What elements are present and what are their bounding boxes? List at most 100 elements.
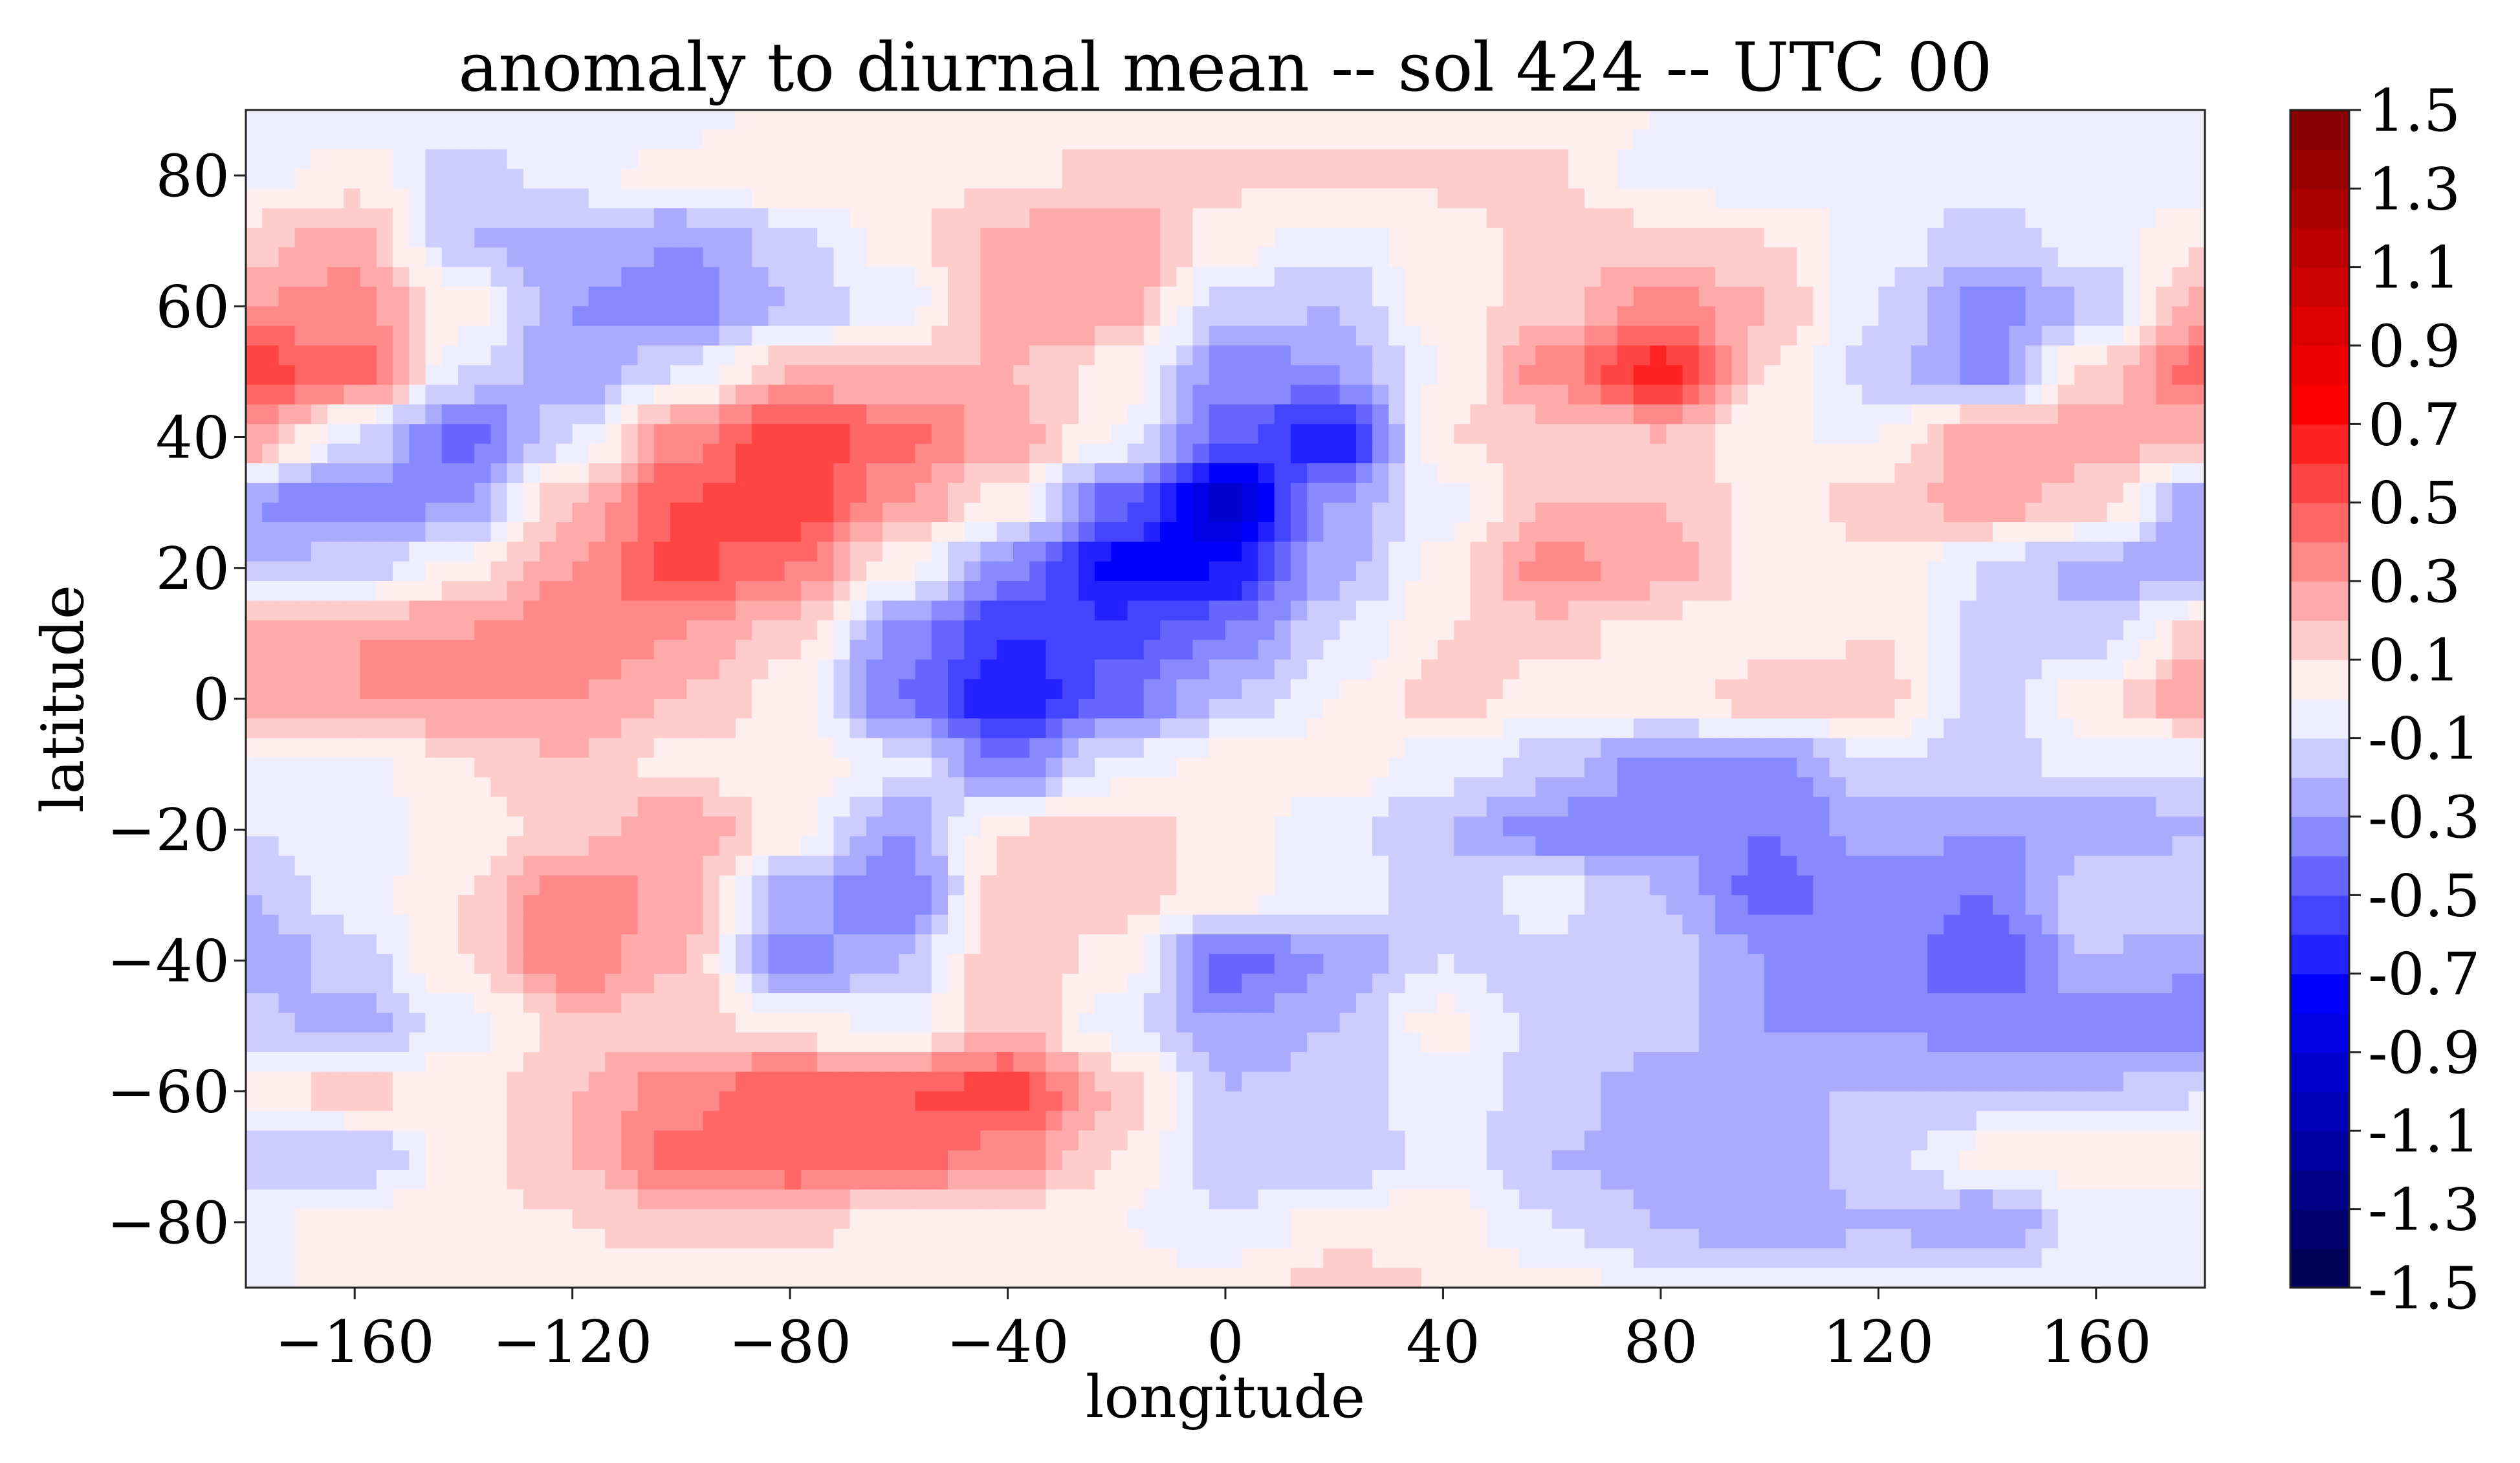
contour-cell bbox=[1111, 758, 1128, 778]
contour-cell bbox=[1911, 620, 1928, 641]
contour-cell bbox=[1764, 561, 1781, 582]
contour-cell bbox=[1503, 620, 1520, 641]
contour-cell bbox=[866, 169, 883, 190]
contour-cell bbox=[2107, 777, 2124, 798]
contour-cell bbox=[425, 188, 443, 209]
contour-cell bbox=[882, 443, 900, 464]
contour-cell bbox=[344, 169, 361, 190]
contour-cell bbox=[2009, 895, 2026, 916]
contour-cell bbox=[948, 110, 965, 131]
contour-cell bbox=[736, 463, 752, 484]
contour-cell bbox=[344, 306, 361, 327]
contour-cell bbox=[1797, 620, 1814, 641]
contour-cell bbox=[2107, 267, 2124, 287]
contour-cell bbox=[2123, 267, 2140, 287]
contour-cell bbox=[490, 679, 508, 699]
contour-cell bbox=[1421, 169, 1438, 190]
contour-cell bbox=[2090, 502, 2108, 523]
contour-cell bbox=[653, 561, 671, 582]
contour-cell bbox=[817, 463, 835, 484]
contour-cell bbox=[490, 306, 508, 327]
contour-cell bbox=[311, 365, 328, 386]
contour-cell bbox=[833, 463, 851, 484]
contour-cell bbox=[1666, 718, 1683, 739]
contour-cell bbox=[1421, 914, 1438, 935]
contour-cell bbox=[311, 542, 328, 562]
contour-cell bbox=[311, 306, 328, 327]
contour-cell bbox=[1046, 561, 1063, 582]
contour-cell bbox=[278, 895, 296, 916]
contour-cell bbox=[1160, 914, 1178, 935]
contour-cell bbox=[1601, 149, 1618, 170]
contour-cell bbox=[1438, 188, 1454, 209]
contour-cell bbox=[686, 502, 704, 523]
contour-cell bbox=[1160, 287, 1178, 307]
contour-cell bbox=[507, 424, 524, 445]
contour-cell bbox=[1046, 149, 1063, 170]
contour-cell bbox=[915, 836, 932, 857]
contour-cell bbox=[686, 797, 704, 817]
contour-cell bbox=[344, 640, 361, 661]
contour-cell bbox=[1078, 287, 1095, 307]
contour-cell bbox=[784, 267, 802, 287]
contour-cell bbox=[425, 679, 443, 699]
contour-cell bbox=[1405, 855, 1422, 876]
contour-cell bbox=[540, 306, 557, 327]
contour-cell bbox=[1960, 738, 1977, 758]
contour-cell bbox=[686, 679, 704, 699]
contour-cell bbox=[637, 502, 655, 523]
contour-cell bbox=[1062, 659, 1079, 680]
contour-cell bbox=[980, 483, 998, 503]
contour-cell bbox=[1911, 129, 1928, 150]
contour-cell bbox=[1160, 424, 1178, 445]
contour-cell bbox=[980, 679, 998, 699]
contour-cell bbox=[556, 424, 573, 445]
contour-cell bbox=[1258, 542, 1275, 562]
contour-cell bbox=[1225, 659, 1242, 680]
contour-cell bbox=[686, 463, 704, 484]
contour-cell bbox=[474, 188, 492, 209]
contour-cell bbox=[246, 797, 263, 817]
contour-cell bbox=[1355, 287, 1373, 307]
contour-cell bbox=[964, 325, 981, 346]
contour-cell bbox=[1405, 542, 1422, 562]
contour-cell bbox=[294, 443, 312, 464]
contour-cell bbox=[1944, 424, 1961, 445]
contour-cell bbox=[294, 914, 312, 935]
contour-cell bbox=[311, 129, 328, 150]
contour-cell bbox=[637, 640, 655, 661]
contour-cell bbox=[1993, 129, 2010, 150]
contour-cell bbox=[1355, 895, 1373, 916]
contour-cell bbox=[1976, 129, 1993, 150]
contour-cell bbox=[1976, 443, 1993, 464]
contour-cell bbox=[1845, 758, 1863, 778]
contour-cell bbox=[1601, 855, 1618, 876]
contour-cell bbox=[1862, 424, 1879, 445]
contour-cell bbox=[719, 443, 736, 464]
contour-cell bbox=[1503, 797, 1520, 817]
contour-cell bbox=[849, 110, 867, 131]
contour-cell bbox=[686, 149, 704, 170]
contour-cell bbox=[1388, 169, 1406, 190]
contour-cell bbox=[1095, 110, 1112, 131]
contour-cell bbox=[588, 561, 606, 582]
contour-cell bbox=[1095, 228, 1112, 248]
contour-cell bbox=[1797, 836, 1814, 857]
contour-cell bbox=[1192, 600, 1210, 621]
contour-cell bbox=[393, 129, 410, 150]
contour-cell bbox=[670, 758, 688, 778]
contour-cell bbox=[1633, 325, 1650, 346]
contour-cell bbox=[409, 659, 426, 680]
contour-cell bbox=[800, 208, 818, 228]
contour-cell bbox=[1323, 581, 1341, 602]
contour-cell bbox=[474, 384, 492, 405]
contour-cell bbox=[1339, 699, 1357, 720]
contour-cell bbox=[1633, 875, 1650, 896]
contour-cell bbox=[1601, 718, 1618, 739]
contour-cell bbox=[1927, 365, 1944, 386]
contour-cell bbox=[1698, 188, 1716, 209]
contour-cell bbox=[1764, 169, 1781, 190]
contour-cell bbox=[1601, 247, 1618, 268]
contour-cell bbox=[1862, 855, 1879, 876]
contour-cell bbox=[1307, 287, 1324, 307]
